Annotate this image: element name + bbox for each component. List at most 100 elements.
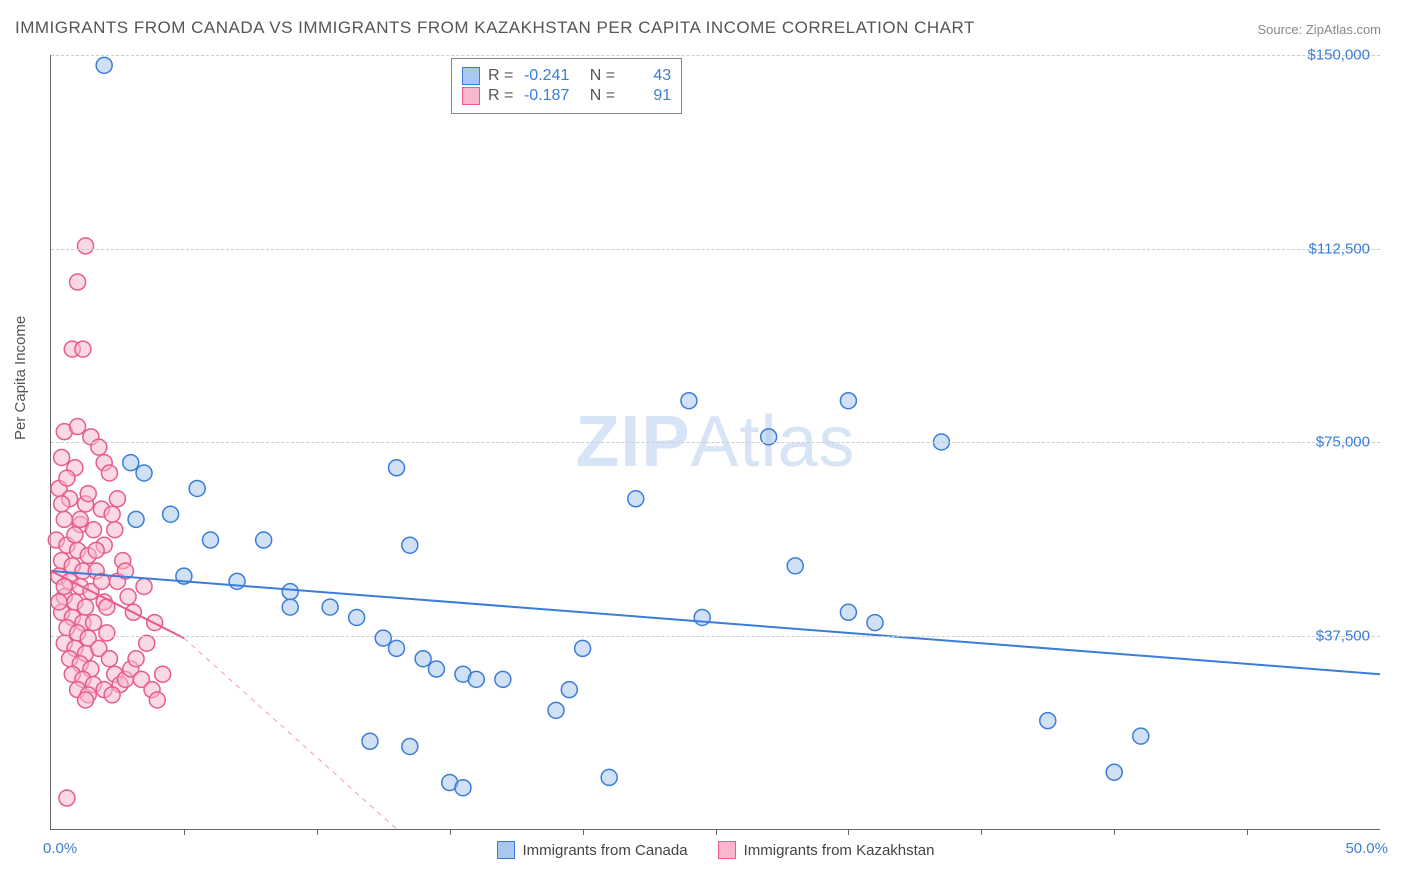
trend-line (51, 571, 1380, 674)
stats-r-label-0: R = (488, 67, 513, 85)
scatter-point (229, 573, 245, 589)
scatter-point (389, 640, 405, 656)
scatter-point (349, 609, 365, 625)
x-tick-mark (848, 829, 849, 835)
scatter-point (101, 465, 117, 481)
scatter-point (78, 692, 94, 708)
stats-r-val-0: -0.241 (521, 67, 569, 85)
scatter-point (136, 578, 152, 594)
scatter-point (78, 599, 94, 615)
scatter-point (80, 486, 96, 502)
stats-swatch-1 (462, 87, 480, 105)
scatter-point (155, 666, 171, 682)
scatter-point (70, 419, 86, 435)
legend-bottom: Immigrants from Canada Immigrants from K… (497, 841, 935, 859)
scatter-point (1106, 764, 1122, 780)
scatter-point (548, 702, 564, 718)
y-tick-label: $75,000 (1316, 434, 1370, 451)
legend-item-0: Immigrants from Canada (497, 841, 688, 859)
scatter-point (1133, 728, 1149, 744)
stats-swatch-0 (462, 67, 480, 85)
scatter-point (561, 682, 577, 698)
scatter-point (104, 506, 120, 522)
y-tick-label: $112,500 (1309, 240, 1370, 257)
scatter-point (59, 470, 75, 486)
stats-row-0: R = -0.241 N = 43 (462, 67, 671, 85)
scatter-point (575, 640, 591, 656)
scatter-point (96, 57, 112, 73)
scatter-point (840, 604, 856, 620)
gridline-h (51, 442, 1380, 443)
x-tick-left: 0.0% (43, 840, 77, 857)
scatter-point (694, 609, 710, 625)
stats-box: R = -0.241 N = 43 R = -0.187 N = 91 (451, 58, 682, 114)
scatter-point (88, 542, 104, 558)
scatter-point (189, 480, 205, 496)
scatter-point (681, 393, 697, 409)
x-tick-right: 50.0% (1345, 840, 1388, 857)
x-tick-mark (1114, 829, 1115, 835)
x-tick-mark (716, 829, 717, 835)
scatter-point (495, 671, 511, 687)
scatter-point (415, 651, 431, 667)
scatter-point (67, 527, 83, 543)
scatter-point (120, 589, 136, 605)
scatter-point (601, 769, 617, 785)
scatter-point (75, 341, 91, 357)
scatter-point (1040, 713, 1056, 729)
scatter-point (202, 532, 218, 548)
x-tick-mark (1247, 829, 1248, 835)
scatter-point (123, 455, 139, 471)
scatter-point (282, 599, 298, 615)
gridline-h (51, 249, 1380, 250)
scatter-point (428, 661, 444, 677)
legend-item-1: Immigrants from Kazakhstan (718, 841, 935, 859)
scatter-point (86, 522, 102, 538)
scatter-point (628, 491, 644, 507)
scatter-point (163, 506, 179, 522)
x-tick-mark (981, 829, 982, 835)
scatter-point (136, 465, 152, 481)
scatter-point (51, 594, 67, 610)
stats-r-label-1: R = (488, 87, 513, 105)
scatter-point (109, 491, 125, 507)
scatter-point (104, 687, 120, 703)
x-tick-mark (450, 829, 451, 835)
scatter-point (375, 630, 391, 646)
scatter-point (86, 615, 102, 631)
stats-n-val-1: 91 (623, 87, 671, 105)
scatter-point (54, 496, 70, 512)
stats-n-label-1: N = (590, 87, 615, 105)
scatter-point (389, 460, 405, 476)
x-tick-mark (317, 829, 318, 835)
x-tick-mark (184, 829, 185, 835)
scatter-point (78, 238, 94, 254)
stats-n-val-0: 43 (623, 67, 671, 85)
y-axis-title: Per Capita Income (12, 316, 29, 440)
legend-label-0: Immigrants from Canada (523, 842, 688, 859)
scatter-point (256, 532, 272, 548)
scatter-point (107, 522, 123, 538)
gridline-h (51, 55, 1380, 56)
source-attribution: Source: ZipAtlas.com (1257, 22, 1381, 37)
y-tick-label: $150,000 (1307, 47, 1370, 64)
scatter-point (455, 780, 471, 796)
legend-swatch-1 (718, 841, 736, 859)
scatter-point (56, 511, 72, 527)
scatter-point (128, 511, 144, 527)
gridline-h (51, 636, 1380, 637)
scatter-point (72, 511, 88, 527)
x-tick-mark (583, 829, 584, 835)
scatter-point (362, 733, 378, 749)
scatter-point (282, 584, 298, 600)
scatter-point (139, 635, 155, 651)
scatter-point (70, 274, 86, 290)
scatter-point (149, 692, 165, 708)
scatter-point (54, 449, 70, 465)
y-tick-label: $37,500 (1316, 627, 1370, 644)
scatter-point (840, 393, 856, 409)
scatter-point (322, 599, 338, 615)
stats-n-label-0: N = (590, 67, 615, 85)
scatter-point (867, 615, 883, 631)
scatter-point (402, 537, 418, 553)
